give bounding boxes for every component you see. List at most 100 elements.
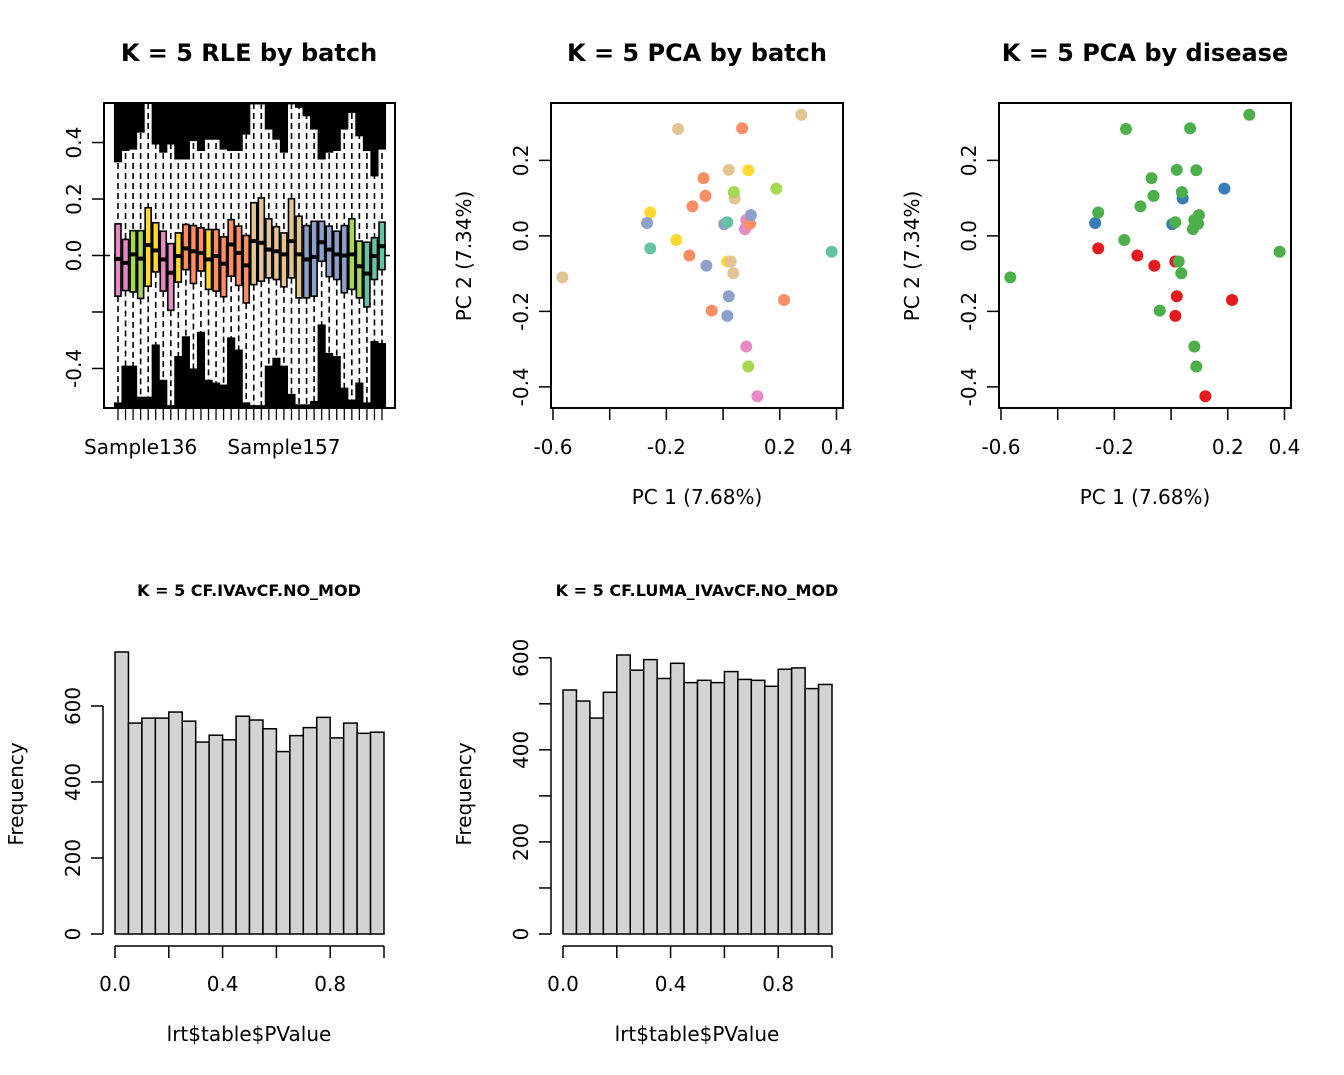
outlier-band-top — [317, 103, 326, 160]
histogram-bar — [114, 651, 130, 935]
outlier-band-bottom — [294, 404, 304, 408]
histogram-bar — [575, 700, 591, 935]
data-point-teal — [825, 245, 838, 258]
outlier-band-bottom — [362, 402, 371, 408]
x-tick-label: 0.4 — [655, 972, 687, 996]
box — [370, 236, 379, 281]
panel-histogram-iva: K = 5 CF.IVAvCF.NO_MOD lrt$table$PValue … — [4, 581, 385, 1046]
data-point-green — [727, 186, 740, 199]
box — [302, 224, 311, 299]
x-axis-label: lrt$table$PValue — [167, 1022, 332, 1046]
data-point-green — [1184, 122, 1197, 135]
pca-disease-points — [1004, 108, 1286, 403]
histogram-bar — [342, 722, 358, 935]
data-point-green — [1169, 216, 1182, 229]
data-point-green — [1170, 163, 1183, 176]
y-tick-label: 600 — [509, 639, 533, 677]
x-tick-label: Sample157 — [227, 435, 340, 459]
pca-batch-points — [556, 108, 838, 403]
box — [257, 197, 266, 282]
histogram-bar — [602, 691, 618, 935]
box — [167, 242, 175, 312]
box — [227, 218, 235, 277]
y-tick-label: 0 — [61, 928, 85, 941]
chart-title: K = 5 PCA by disease — [1002, 39, 1289, 67]
data-point-red — [1226, 294, 1239, 307]
outlier-band-bottom — [302, 404, 311, 408]
box — [129, 229, 137, 293]
outlier-band-bottom — [279, 365, 289, 408]
histogram-bar — [750, 679, 766, 935]
data-point-yellow — [742, 164, 755, 177]
data-point-blue — [744, 209, 757, 222]
outlier-band-bottom — [196, 331, 206, 408]
data-point-green — [1004, 271, 1017, 284]
histogram-bar — [723, 670, 739, 935]
data-point-tan — [724, 255, 737, 268]
data-point-yellow — [644, 206, 657, 219]
outlier-band-bottom — [166, 405, 175, 408]
data-point-green — [1192, 217, 1205, 230]
outlier-band-bottom — [113, 402, 123, 408]
pca-disease-axes: -0.6 -0.2 0.2 0.4 -0.4 -0.2 0.0 0.2 — [957, 102, 1300, 459]
data-point-green — [1172, 255, 1185, 268]
outlier-band-top — [370, 103, 379, 177]
plot-frame — [998, 102, 1292, 409]
data-point-teal — [721, 216, 734, 229]
histogram-bar — [154, 717, 170, 935]
y-tick-label: 0.0 — [957, 220, 981, 252]
box — [151, 221, 160, 273]
data-point-green — [1273, 245, 1286, 258]
data-point-green — [1192, 209, 1205, 222]
box — [121, 238, 130, 292]
data-point-red — [1148, 259, 1161, 272]
box — [219, 236, 228, 298]
data-point-green — [1153, 304, 1166, 317]
box — [197, 227, 205, 272]
box — [242, 234, 251, 304]
data-point-orange — [699, 189, 712, 202]
y-tick-label: 0.0 — [509, 220, 533, 252]
y-tick-label: -0.4 — [509, 367, 533, 406]
data-point-red — [1170, 290, 1183, 303]
y-tick-label: 200 — [61, 839, 85, 877]
data-point-green — [1190, 164, 1203, 177]
data-point-green — [1134, 200, 1147, 213]
histogram-bar — [369, 731, 385, 935]
box — [136, 229, 145, 300]
panel-histogram-luma-iva: K = 5 CF.LUMA_IVAvCF.NO_MOD lrt$table$PV… — [452, 581, 838, 1046]
x-tick-label: -0.6 — [533, 435, 572, 459]
box — [280, 232, 288, 288]
chart-title: K = 5 RLE by batch — [121, 39, 377, 67]
histogram-bar — [302, 726, 318, 935]
histogram-bar — [127, 722, 143, 935]
histogram-bar — [656, 677, 672, 935]
histogram-bar — [221, 739, 237, 935]
x-tick-label: 0.2 — [1212, 435, 1244, 459]
data-point-blue — [722, 290, 735, 303]
box — [295, 215, 303, 299]
y-tick-label: -0.4 — [62, 349, 86, 388]
x-tick-label: -0.2 — [647, 435, 686, 459]
data-point-red — [1169, 309, 1182, 322]
y-tick-label: 0.2 — [62, 183, 86, 215]
histogram-bar — [589, 717, 605, 935]
x-tick-label: -0.2 — [1095, 435, 1134, 459]
y-tick-label: -0.2 — [957, 292, 981, 331]
data-point-orange — [736, 122, 749, 135]
x-tick-label: 0.8 — [314, 972, 346, 996]
outlier-band-top — [272, 103, 281, 140]
histogram-axes: 0 200 400 600 0.0 0.4 0.8 — [509, 639, 833, 996]
panel-pca-by-disease: K = 5 PCA by disease PC 1 (7.68%) PC 2 (… — [900, 39, 1300, 509]
data-point-green — [1092, 206, 1105, 219]
y-tick-label: 0.4 — [62, 127, 86, 159]
pca-batch-axes: -0.6 -0.2 0.2 0.4 -0.4 -0.2 0.0 0.2 — [509, 102, 852, 459]
data-point-orange — [705, 304, 718, 317]
x-tick-label: Sample136 — [84, 435, 197, 459]
panel-pca-by-batch: K = 5 PCA by batch PC 1 (7.68%) PC 2 (7.… — [452, 39, 852, 509]
y-tick-label: 0.2 — [957, 144, 981, 176]
data-point-green — [1175, 186, 1188, 199]
x-tick-label: 0.0 — [99, 972, 131, 996]
data-point-orange — [683, 249, 696, 262]
